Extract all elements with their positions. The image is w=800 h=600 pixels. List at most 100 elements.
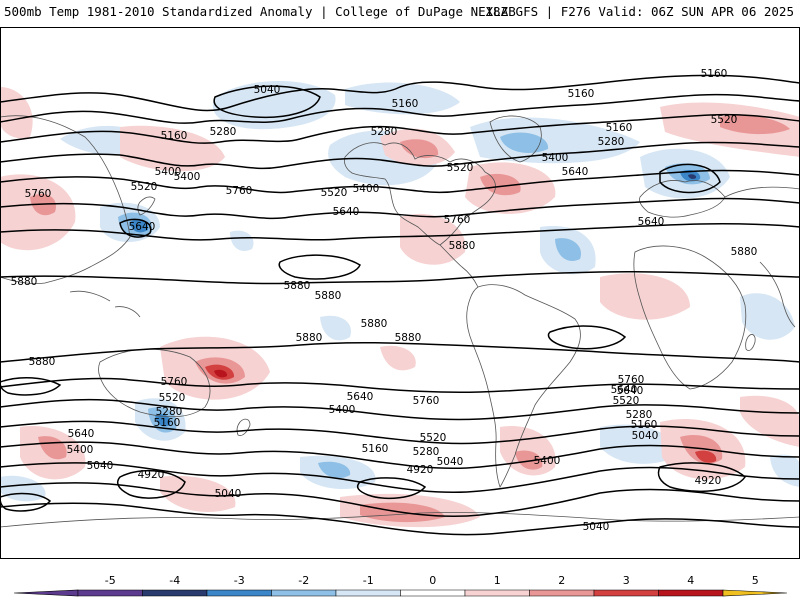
contour-label: 5400 xyxy=(534,455,561,467)
contour-label: 5160 xyxy=(154,417,181,429)
colorbar-tick-label: 1 xyxy=(494,574,501,587)
anomaly-patch-negative xyxy=(155,414,171,427)
contour-label: 5880 xyxy=(361,318,388,330)
anomaly-patch-positive xyxy=(400,213,466,265)
colorbar-bin xyxy=(206,589,272,597)
contour-label: 5040 xyxy=(583,521,610,533)
contour-label: 5040 xyxy=(87,460,114,472)
anomaly-patch-negative xyxy=(230,230,254,252)
anomaly-patch-positive xyxy=(480,173,521,196)
coastline-asia-west xyxy=(724,186,800,198)
contour-label: 5760 xyxy=(161,376,188,388)
anomaly-patch-negative xyxy=(770,454,800,487)
contour-label: 5880 xyxy=(449,240,476,252)
contour-label: 5400 xyxy=(542,152,569,164)
colorbar-bin xyxy=(77,589,143,597)
coastline-north-america xyxy=(344,142,496,246)
model-run-info: 18Z GFS | F276 Valid: 06Z SUN APR 06 202… xyxy=(485,4,794,19)
contour-label: 5640 xyxy=(562,166,589,178)
anomaly-patch-positive xyxy=(695,450,717,463)
anomaly-patch-positive xyxy=(380,345,416,371)
contour-label: 5880 xyxy=(731,246,758,258)
contour-label: 5400 xyxy=(174,171,201,183)
contour-label: 5400 xyxy=(329,404,356,416)
contour-label: 5520 xyxy=(131,181,158,193)
colorbar-bin xyxy=(142,589,208,597)
anomaly-patch-negative xyxy=(320,315,351,341)
contour-label: 5160 xyxy=(392,98,419,110)
anomaly-patch-negative xyxy=(688,174,697,179)
contour-label: 5520 xyxy=(420,432,447,444)
contour-5880-north xyxy=(0,270,800,285)
coastline-japan xyxy=(137,196,156,216)
contour-5520 xyxy=(0,169,800,194)
contour-label: 5280 xyxy=(210,126,237,138)
contour-label: 5280 xyxy=(156,406,183,418)
anomaly-patch-positive xyxy=(515,450,543,470)
colorbar-under-arrow xyxy=(13,589,79,597)
contour-label: 5040 xyxy=(437,456,464,468)
contour-5640 xyxy=(0,197,800,220)
anomaly-shading xyxy=(0,81,800,528)
anomaly-patch-positive xyxy=(720,115,790,135)
colorbar-tick-label: -2 xyxy=(298,574,309,587)
contour-label: 5400 xyxy=(67,444,94,456)
anomaly-patch-negative xyxy=(345,82,460,115)
anomaly-patch-positive xyxy=(400,139,439,159)
contour-label: 5640 xyxy=(129,221,156,233)
contour-label: 5520 xyxy=(321,187,348,199)
contour-label: 5040 xyxy=(254,84,281,96)
contour-label: 5760 xyxy=(226,185,253,197)
contour-label: 5280 xyxy=(413,446,440,458)
contour-labels: 5040 5160 5160 5160 5160 5160 5280 5280 … xyxy=(11,68,758,533)
contour-label: 5640 xyxy=(333,206,360,218)
anomaly-patch-positive xyxy=(0,87,33,139)
contour-label: 5520 xyxy=(613,395,640,407)
contour-5400 xyxy=(0,141,800,170)
contour-5400-south xyxy=(0,441,800,470)
colorbar-tick-label: 5 xyxy=(752,574,759,587)
contour-label: 4920 xyxy=(138,469,165,481)
anomaly-map: 5040 5160 5160 5160 5160 5160 5280 5280 … xyxy=(0,27,800,559)
contour-5640-south xyxy=(0,398,800,421)
contour-label: 5520 xyxy=(711,114,738,126)
coastline-new-zealand xyxy=(236,418,251,436)
contour-label: 5880 xyxy=(315,290,342,302)
anomaly-patch-negative xyxy=(600,424,676,464)
colorbar-bin xyxy=(593,589,659,597)
anomaly-patch-negative xyxy=(318,461,351,479)
chart-title: 500mb Temp 1981-2010 Standardized Anomal… xyxy=(4,4,516,19)
anomaly-patch-negative xyxy=(212,81,336,130)
contour-5880-ring xyxy=(547,325,627,350)
coastline-australia xyxy=(98,348,211,418)
contour-5880-ring xyxy=(0,377,62,396)
coastline-madagascar xyxy=(745,334,756,351)
contour-4920-ring xyxy=(657,462,746,493)
coastline-south-america xyxy=(466,284,581,488)
contour-5520-south xyxy=(0,420,800,445)
contour-5760-south xyxy=(0,377,800,394)
contour-label: 5160 xyxy=(606,122,633,134)
anomaly-patch-negative xyxy=(555,238,581,261)
contour-label: 5280 xyxy=(598,136,625,148)
anomaly-patch-negative xyxy=(740,293,795,340)
contour-label: 5280 xyxy=(371,126,398,138)
colorbar-ticks: -5 -4 -3 -2 -1 0 1 2 3 4 5 xyxy=(105,574,759,587)
contour-5640-ring xyxy=(659,163,721,194)
colorbar-tick-label: 4 xyxy=(687,574,694,587)
colorbar-over-arrow xyxy=(722,589,788,597)
contour-label: 5880 xyxy=(29,356,56,368)
coastline-greenland xyxy=(489,115,542,163)
colorbar-tick-label: -4 xyxy=(169,574,180,587)
contour-label: 5040 xyxy=(632,430,659,442)
coastline-central-america xyxy=(439,244,479,288)
contour-5040-ring xyxy=(0,492,52,512)
contour-5040-ring xyxy=(213,85,321,119)
contour-label: 4920 xyxy=(407,464,434,476)
anomaly-patch-negative xyxy=(500,132,549,153)
colorbar-bins xyxy=(13,589,788,597)
coastline-africa xyxy=(633,245,747,390)
contour-label: 5760 xyxy=(413,395,440,407)
anomaly-patch-positive xyxy=(740,395,800,447)
coastline-india xyxy=(759,261,796,328)
